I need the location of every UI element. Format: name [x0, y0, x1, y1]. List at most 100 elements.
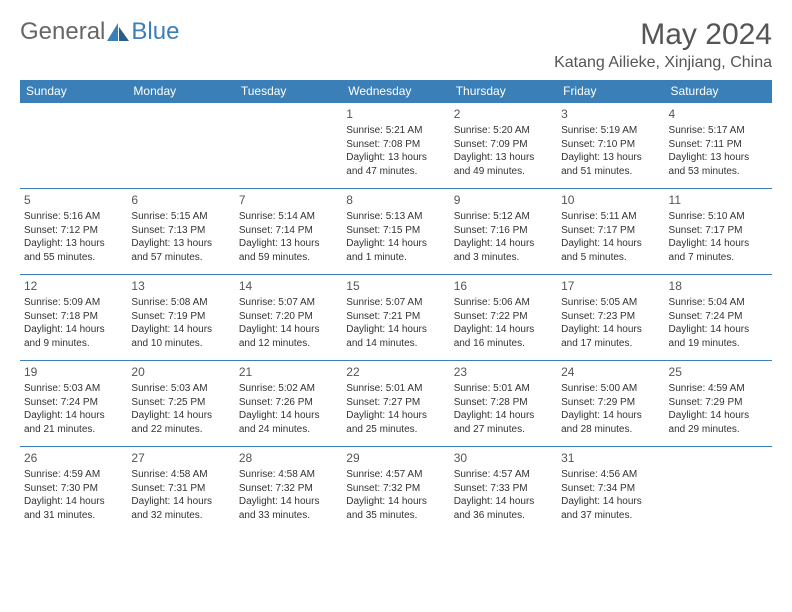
header: General Blue May 2024 Katang Ailieke, Xi… [20, 18, 772, 72]
day-number: 17 [561, 278, 660, 294]
sunrise-text: Sunrise: 5:14 AM [239, 210, 338, 224]
sunset-text: Sunset: 7:08 PM [346, 138, 445, 152]
sunset-text: Sunset: 7:18 PM [24, 310, 123, 324]
page-title: May 2024 [554, 18, 772, 52]
calendar-day-cell: 11Sunrise: 5:10 AMSunset: 7:17 PMDayligh… [665, 189, 772, 275]
sunrise-text: Sunrise: 4:59 AM [24, 468, 123, 482]
sunset-text: Sunset: 7:26 PM [239, 396, 338, 410]
sunset-text: Sunset: 7:17 PM [561, 224, 660, 238]
daylight-text: Daylight: 14 hours and 14 minutes. [346, 323, 445, 350]
day-number: 20 [131, 364, 230, 380]
calendar-empty-cell [235, 103, 342, 189]
title-block: May 2024 Katang Ailieke, Xinjiang, China [554, 18, 772, 72]
day-number: 16 [454, 278, 553, 294]
sunrise-text: Sunrise: 5:03 AM [24, 382, 123, 396]
sunrise-text: Sunrise: 5:05 AM [561, 296, 660, 310]
calendar-day-cell: 31Sunrise: 4:56 AMSunset: 7:34 PMDayligh… [557, 447, 664, 533]
logo-text-blue: Blue [131, 18, 179, 46]
calendar-day-cell: 27Sunrise: 4:58 AMSunset: 7:31 PMDayligh… [127, 447, 234, 533]
sunrise-text: Sunrise: 5:10 AM [669, 210, 768, 224]
day-number: 19 [24, 364, 123, 380]
day-number: 1 [346, 106, 445, 122]
day-number: 28 [239, 450, 338, 466]
day-number: 24 [561, 364, 660, 380]
weekday-header: Sunday [20, 80, 127, 103]
calendar-body: 1Sunrise: 5:21 AMSunset: 7:08 PMDaylight… [20, 103, 772, 533]
daylight-text: Daylight: 14 hours and 31 minutes. [24, 495, 123, 522]
logo-sail-icon [107, 23, 129, 41]
calendar-day-cell: 4Sunrise: 5:17 AMSunset: 7:11 PMDaylight… [665, 103, 772, 189]
sunrise-text: Sunrise: 5:20 AM [454, 124, 553, 138]
sunset-text: Sunset: 7:09 PM [454, 138, 553, 152]
daylight-text: Daylight: 14 hours and 24 minutes. [239, 409, 338, 436]
sunrise-text: Sunrise: 4:58 AM [239, 468, 338, 482]
sunset-text: Sunset: 7:12 PM [24, 224, 123, 238]
sunrise-text: Sunrise: 4:56 AM [561, 468, 660, 482]
calendar-day-cell: 14Sunrise: 5:07 AMSunset: 7:20 PMDayligh… [235, 275, 342, 361]
sunrise-text: Sunrise: 5:01 AM [454, 382, 553, 396]
logo: General Blue [20, 18, 179, 46]
daylight-text: Daylight: 13 hours and 49 minutes. [454, 151, 553, 178]
sunset-text: Sunset: 7:22 PM [454, 310, 553, 324]
day-number: 25 [669, 364, 768, 380]
sunset-text: Sunset: 7:34 PM [561, 482, 660, 496]
calendar-row: 26Sunrise: 4:59 AMSunset: 7:30 PMDayligh… [20, 447, 772, 533]
calendar-row: 19Sunrise: 5:03 AMSunset: 7:24 PMDayligh… [20, 361, 772, 447]
logo-text-general: General [20, 18, 105, 46]
daylight-text: Daylight: 14 hours and 3 minutes. [454, 237, 553, 264]
daylight-text: Daylight: 14 hours and 32 minutes. [131, 495, 230, 522]
daylight-text: Daylight: 14 hours and 19 minutes. [669, 323, 768, 350]
calendar-day-cell: 12Sunrise: 5:09 AMSunset: 7:18 PMDayligh… [20, 275, 127, 361]
day-number: 22 [346, 364, 445, 380]
location-subtitle: Katang Ailieke, Xinjiang, China [554, 54, 772, 72]
calendar-day-cell: 8Sunrise: 5:13 AMSunset: 7:15 PMDaylight… [342, 189, 449, 275]
sunset-text: Sunset: 7:28 PM [454, 396, 553, 410]
calendar-head: SundayMondayTuesdayWednesdayThursdayFrid… [20, 80, 772, 103]
day-number: 2 [454, 106, 553, 122]
sunset-text: Sunset: 7:32 PM [239, 482, 338, 496]
day-number: 15 [346, 278, 445, 294]
calendar-day-cell: 6Sunrise: 5:15 AMSunset: 7:13 PMDaylight… [127, 189, 234, 275]
calendar-day-cell: 25Sunrise: 4:59 AMSunset: 7:29 PMDayligh… [665, 361, 772, 447]
calendar-day-cell: 20Sunrise: 5:03 AMSunset: 7:25 PMDayligh… [127, 361, 234, 447]
calendar-table: SundayMondayTuesdayWednesdayThursdayFrid… [20, 80, 772, 533]
day-number: 14 [239, 278, 338, 294]
daylight-text: Daylight: 14 hours and 5 minutes. [561, 237, 660, 264]
day-number: 3 [561, 106, 660, 122]
sunrise-text: Sunrise: 5:02 AM [239, 382, 338, 396]
daylight-text: Daylight: 14 hours and 27 minutes. [454, 409, 553, 436]
day-number: 6 [131, 192, 230, 208]
weekday-header: Saturday [665, 80, 772, 103]
sunrise-text: Sunrise: 5:06 AM [454, 296, 553, 310]
day-number: 5 [24, 192, 123, 208]
day-number: 11 [669, 192, 768, 208]
day-number: 12 [24, 278, 123, 294]
calendar-day-cell: 10Sunrise: 5:11 AMSunset: 7:17 PMDayligh… [557, 189, 664, 275]
daylight-text: Daylight: 14 hours and 22 minutes. [131, 409, 230, 436]
weekday-header: Thursday [450, 80, 557, 103]
calendar-empty-cell [127, 103, 234, 189]
sunset-text: Sunset: 7:32 PM [346, 482, 445, 496]
calendar-day-cell: 24Sunrise: 5:00 AMSunset: 7:29 PMDayligh… [557, 361, 664, 447]
daylight-text: Daylight: 13 hours and 55 minutes. [24, 237, 123, 264]
sunset-text: Sunset: 7:31 PM [131, 482, 230, 496]
daylight-text: Daylight: 13 hours and 47 minutes. [346, 151, 445, 178]
sunrise-text: Sunrise: 4:57 AM [454, 468, 553, 482]
sunrise-text: Sunrise: 5:17 AM [669, 124, 768, 138]
day-number: 27 [131, 450, 230, 466]
sunset-text: Sunset: 7:21 PM [346, 310, 445, 324]
calendar-day-cell: 30Sunrise: 4:57 AMSunset: 7:33 PMDayligh… [450, 447, 557, 533]
calendar-day-cell: 2 Sunrise: 5:20 AMSunset: 7:09 PMDaylight… [450, 103, 557, 189]
sunrise-text: Sunrise: 5:07 AM [239, 296, 338, 310]
daylight-text: Daylight: 14 hours and 28 minutes. [561, 409, 660, 436]
sunset-text: Sunset: 7:29 PM [561, 396, 660, 410]
daylight-text: Daylight: 14 hours and 37 minutes. [561, 495, 660, 522]
calendar-day-cell: 26Sunrise: 4:59 AMSunset: 7:30 PMDayligh… [20, 447, 127, 533]
sunrise-text: Sunrise: 5:08 AM [131, 296, 230, 310]
sunrise-text: Sunrise: 5:15 AM [131, 210, 230, 224]
daylight-text: Daylight: 14 hours and 12 minutes. [239, 323, 338, 350]
sunrise-text: Sunrise: 4:59 AM [669, 382, 768, 396]
sunrise-text: Sunrise: 5:19 AM [561, 124, 660, 138]
calendar-day-cell: 7Sunrise: 5:14 AMSunset: 7:14 PMDaylight… [235, 189, 342, 275]
sunset-text: Sunset: 7:19 PM [131, 310, 230, 324]
